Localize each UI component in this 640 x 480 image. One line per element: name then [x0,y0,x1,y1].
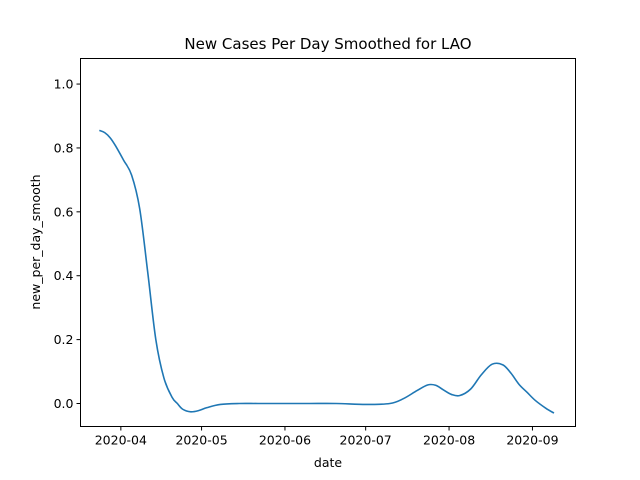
x-axis-title: date [314,455,342,470]
x-tick-label: 2020-07 [340,433,392,448]
y-tick-label: 0.0 [54,396,74,411]
x-axis-ticks: 2020-04 2020-05 2020-06 2020-07 2020-08 2020-… [95,426,559,448]
plot-frame [80,58,576,427]
y-tick-label: 1.0 [54,77,74,92]
x-tick-label: 2020-08 [423,433,475,448]
x-tick-label: 2020-05 [175,433,227,448]
y-tick-label: 0.4 [54,268,74,283]
y-axis-title: new_per_day_smooth [28,174,43,309]
y-tick-label: 0.6 [54,204,74,219]
series-layer [99,129,555,414]
y-tick-label: 0.8 [54,140,74,155]
x-tick-label: 2020-04 [95,433,147,448]
y-tick-label: 0.2 [54,332,74,347]
x-tick-label: 2020-06 [259,433,311,448]
y-axis-ticks: 0.0 0.2 0.4 0.6 0.8 1.0 [54,77,81,411]
chart-title: New Cases Per Day Smoothed for LAO [184,35,471,53]
x-tick-label: 2020-09 [506,433,558,448]
series-line [99,129,555,414]
